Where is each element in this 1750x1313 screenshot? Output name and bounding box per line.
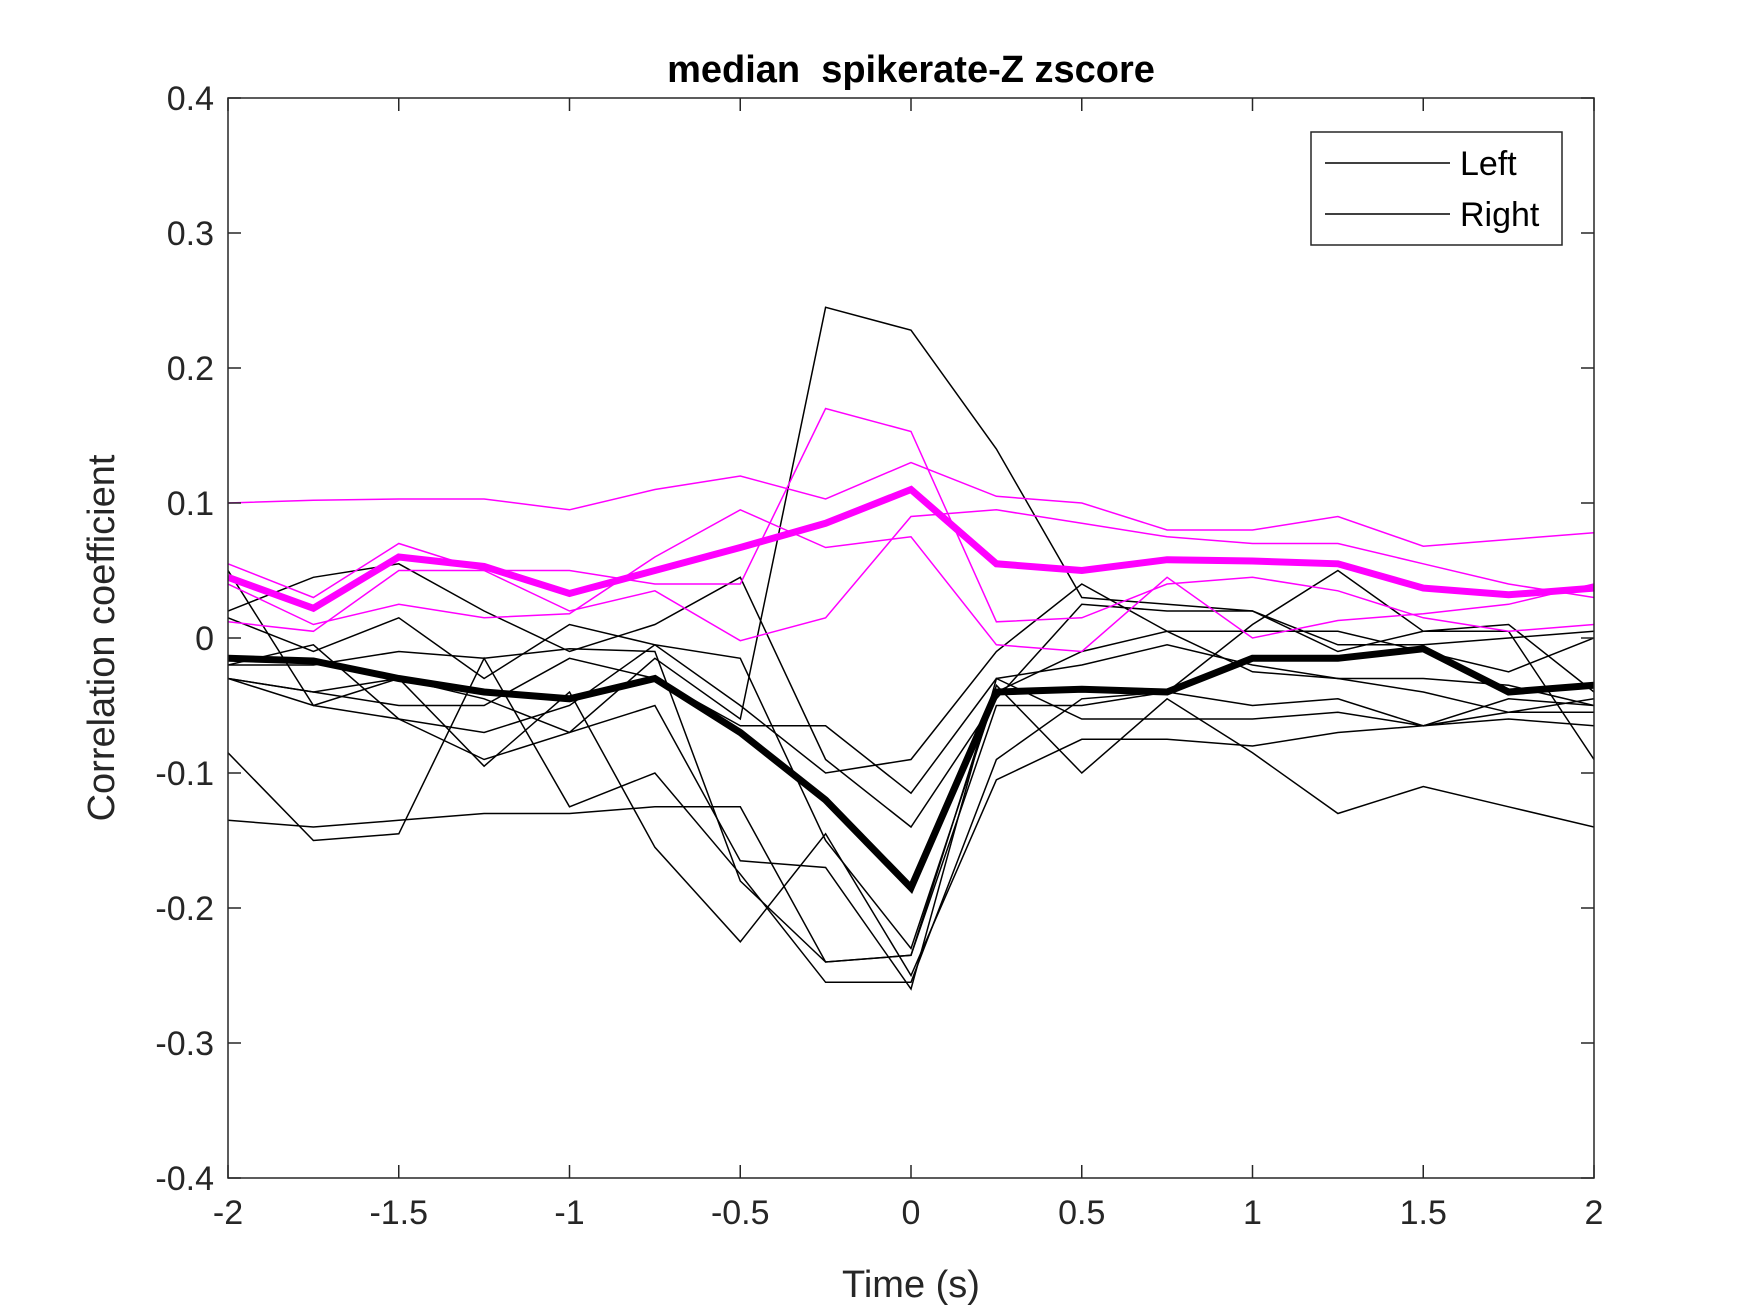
series-line-magenta-trace-12 xyxy=(228,508,1594,653)
x-tick-label: 0 xyxy=(902,1194,921,1232)
series-line-black-trace-0 xyxy=(228,583,1594,774)
series-line-black-trace-4 xyxy=(228,677,1594,991)
y-tick-label: 0.3 xyxy=(167,215,214,253)
legend: Left Right xyxy=(1310,131,1563,246)
series-line-magenta-trace-13 xyxy=(228,509,1594,642)
x-tick-label: -2 xyxy=(213,1194,243,1232)
series-line-black-trace-7 xyxy=(228,683,1594,963)
series-line-black-median-15 xyxy=(228,645,1594,894)
series-line-black-trace-9 xyxy=(228,563,1594,829)
y-tick-label: -0.2 xyxy=(155,890,214,928)
y-tick-label: 0.2 xyxy=(167,350,214,388)
series-line-magenta-trace-10 xyxy=(228,461,1594,547)
y-tick-label: 0.1 xyxy=(167,485,214,523)
legend-label-right: Right xyxy=(1460,196,1540,234)
series-layer xyxy=(228,306,1594,991)
y-tick-label: 0 xyxy=(195,620,214,658)
y-tick-label: 0.4 xyxy=(167,80,214,118)
x-tick-label: -1 xyxy=(554,1194,584,1232)
y-tick-label: -0.3 xyxy=(155,1025,214,1063)
tick-layer: -2 -1.5 -1 -0.5 0 0.5 1 1.5 2 -0.4 -0.3 -0.2 -0.1 0 0.… xyxy=(155,80,1603,1232)
series-line-black-trace-5 xyxy=(228,570,1594,978)
series-line-black-trace-6 xyxy=(228,569,1594,984)
series-line-black-trace-2 xyxy=(228,630,1594,951)
y-axis-label: Correlation coefficient xyxy=(81,454,123,821)
x-tick-label: 0.5 xyxy=(1058,1194,1105,1232)
legend-label-left: Left xyxy=(1460,145,1517,183)
y-tick-label: -0.4 xyxy=(155,1160,214,1198)
x-tick-label: 2 xyxy=(1585,1194,1604,1232)
legend-box xyxy=(1310,131,1563,246)
plot-area xyxy=(228,98,1594,1178)
x-axis-label: Time (s) xyxy=(842,1264,980,1306)
y-tick-label: -0.1 xyxy=(155,755,214,793)
chart-title: median spikerate-Z zscore xyxy=(667,49,1155,91)
x-tick-label: -1.5 xyxy=(369,1194,428,1232)
x-tick-label: 1.5 xyxy=(1400,1194,1447,1232)
x-tick-label: 1 xyxy=(1243,1194,1262,1232)
series-line-black-trace-8 xyxy=(228,644,1594,795)
series-line-magenta-median-14 xyxy=(228,485,1594,613)
x-tick-label: -0.5 xyxy=(711,1194,770,1232)
